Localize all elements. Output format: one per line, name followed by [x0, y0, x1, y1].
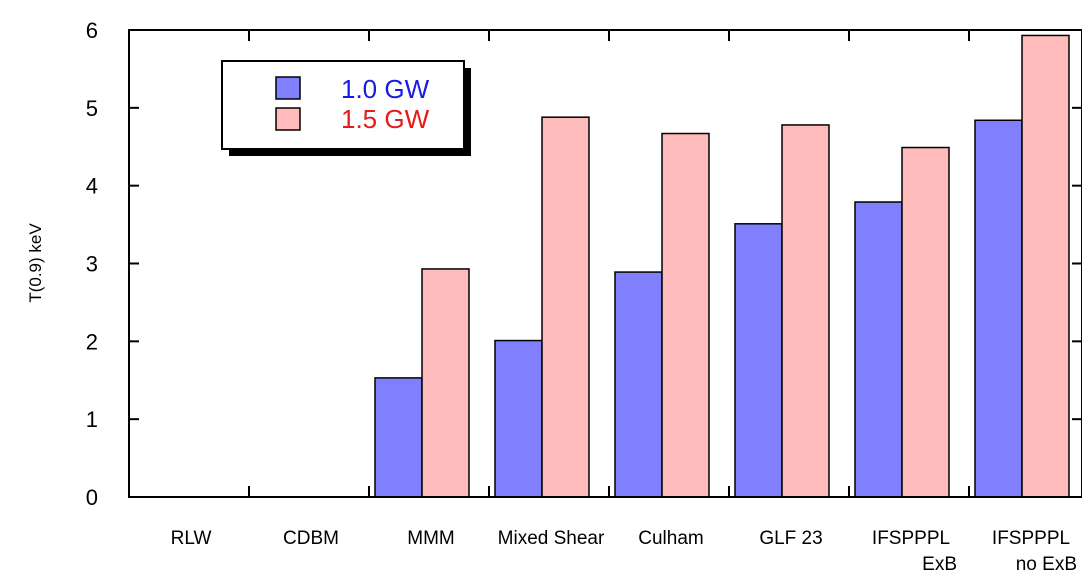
- legend: 1.0 GW 1.5 GW: [221, 60, 471, 156]
- bars-layer: [374, 34, 1070, 498]
- category-label-ifspppl-exb-line2: ExB: [922, 554, 957, 574]
- category-label-glf-23: GLF 23: [759, 528, 822, 549]
- bar-culham-1-5-gw: [661, 132, 710, 498]
- category-labels: RLW CDBM MMM Mixed Shear Culham GLF 23 IFSPPPL…: [171, 528, 1077, 574]
- y-tick-label-6: 6: [86, 18, 98, 43]
- axis-ticks: [129, 29, 1082, 498]
- bar-ifspppl-exb-1-0-gw: [854, 201, 903, 498]
- category-label-ifspppl-exb: IFSPPPL: [872, 528, 950, 549]
- y-tick-label-5: 5: [86, 96, 98, 121]
- y-tick-label-3: 3: [86, 252, 98, 277]
- bar-ifspppl-no-exb-1-0-gw: [974, 119, 1023, 498]
- bar-culham-1-0-gw: [614, 271, 663, 498]
- y-tick-label-1: 1: [86, 407, 98, 432]
- bar-mmm-1-5-gw: [421, 268, 470, 498]
- category-label-ifspppl-no-exb: IFSPPPL: [992, 528, 1070, 549]
- bar-mmm-1-0-gw: [374, 377, 423, 498]
- bar-ifspppl-exb-1-5-gw: [901, 146, 950, 498]
- category-label-mixed-shear: Mixed Shear: [498, 528, 605, 549]
- bar-ifspppl-no-exb-1-5-gw: [1021, 34, 1070, 498]
- y-tick-label-2: 2: [86, 329, 98, 354]
- y-tick-label-4: 4: [86, 174, 98, 199]
- category-label-ifspppl-no-exb-line2: no ExB: [1016, 554, 1077, 574]
- legend-swatch-1-5-gw: [275, 107, 301, 131]
- bar-glf-23-1-0-gw: [734, 223, 783, 498]
- category-label-mmm: MMM: [407, 528, 454, 549]
- legend-label-1-5-gw: 1.5 GW: [341, 104, 430, 134]
- bar-mixed-shear-1-5-gw: [541, 116, 590, 498]
- legend-label-1-0-gw: 1.0 GW: [341, 74, 430, 104]
- y-axis-label: T(0.9) keV: [26, 223, 45, 303]
- y-tick-label-0: 0: [86, 485, 98, 510]
- legend-box: [221, 60, 465, 150]
- y-tick-labels: 0 1 2 3 4 5 6: [86, 18, 98, 510]
- bar-mixed-shear-1-0-gw: [494, 339, 543, 498]
- category-label-cdbm: CDBM: [283, 528, 339, 549]
- legend-swatch-1-0-gw: [275, 76, 301, 100]
- category-label-culham: Culham: [638, 528, 703, 549]
- bar-glf-23-1-5-gw: [781, 124, 830, 498]
- category-label-rlw: RLW: [171, 528, 212, 549]
